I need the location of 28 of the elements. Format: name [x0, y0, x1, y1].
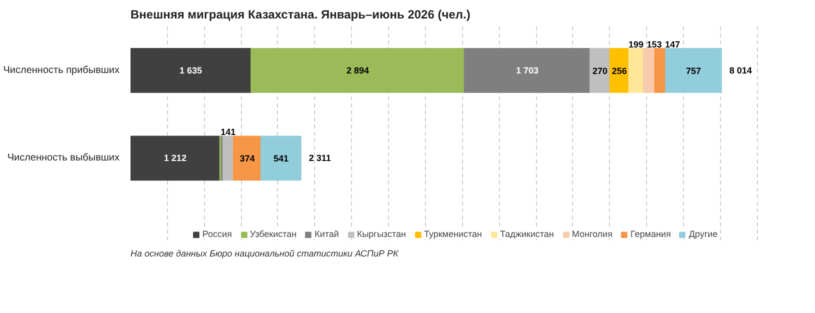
data-label: 757 [686, 66, 702, 76]
data-label: 1 212 [164, 153, 186, 164]
y-tick-label: Численность прибывших [3, 64, 120, 76]
data-label: 1 635 [180, 65, 202, 76]
y-tick-label: Численность выбывших [7, 152, 120, 164]
data-label: 541 [273, 154, 288, 164]
data-label: 153 [646, 39, 662, 50]
data-label: 2 894 [346, 65, 370, 76]
legend-label: Кыргызстан [356, 229, 406, 239]
data-label: 374 [240, 154, 255, 164]
data-label: 147 [665, 39, 680, 50]
text: На основе данных Бюро национальной статистики АСПиР РК [130, 248, 400, 258]
data-label: 1 703 [516, 65, 538, 76]
legend-label: Туркменистан [424, 229, 482, 239]
total-label: 8 014 [729, 65, 752, 76]
data-label: 256 [612, 66, 627, 76]
data-label: 270 [592, 66, 608, 76]
legend-label: Россия [202, 229, 232, 239]
total-label: 2 311 [308, 153, 331, 164]
legend-label: Узбекистан [250, 229, 297, 239]
legend-label: Таджикистан [500, 229, 554, 239]
legend-label: Германия [630, 229, 671, 239]
legend-label: Другие [688, 229, 718, 239]
legend-label: Монголия [572, 229, 612, 239]
data-label: 199 [628, 39, 644, 50]
data-label: 141 [220, 127, 236, 138]
chart-title: Внешняя миграция Казахстана. Январь–июнь 2026 (чел.) [130, 8, 470, 22]
legend-label: Китай [314, 229, 339, 239]
